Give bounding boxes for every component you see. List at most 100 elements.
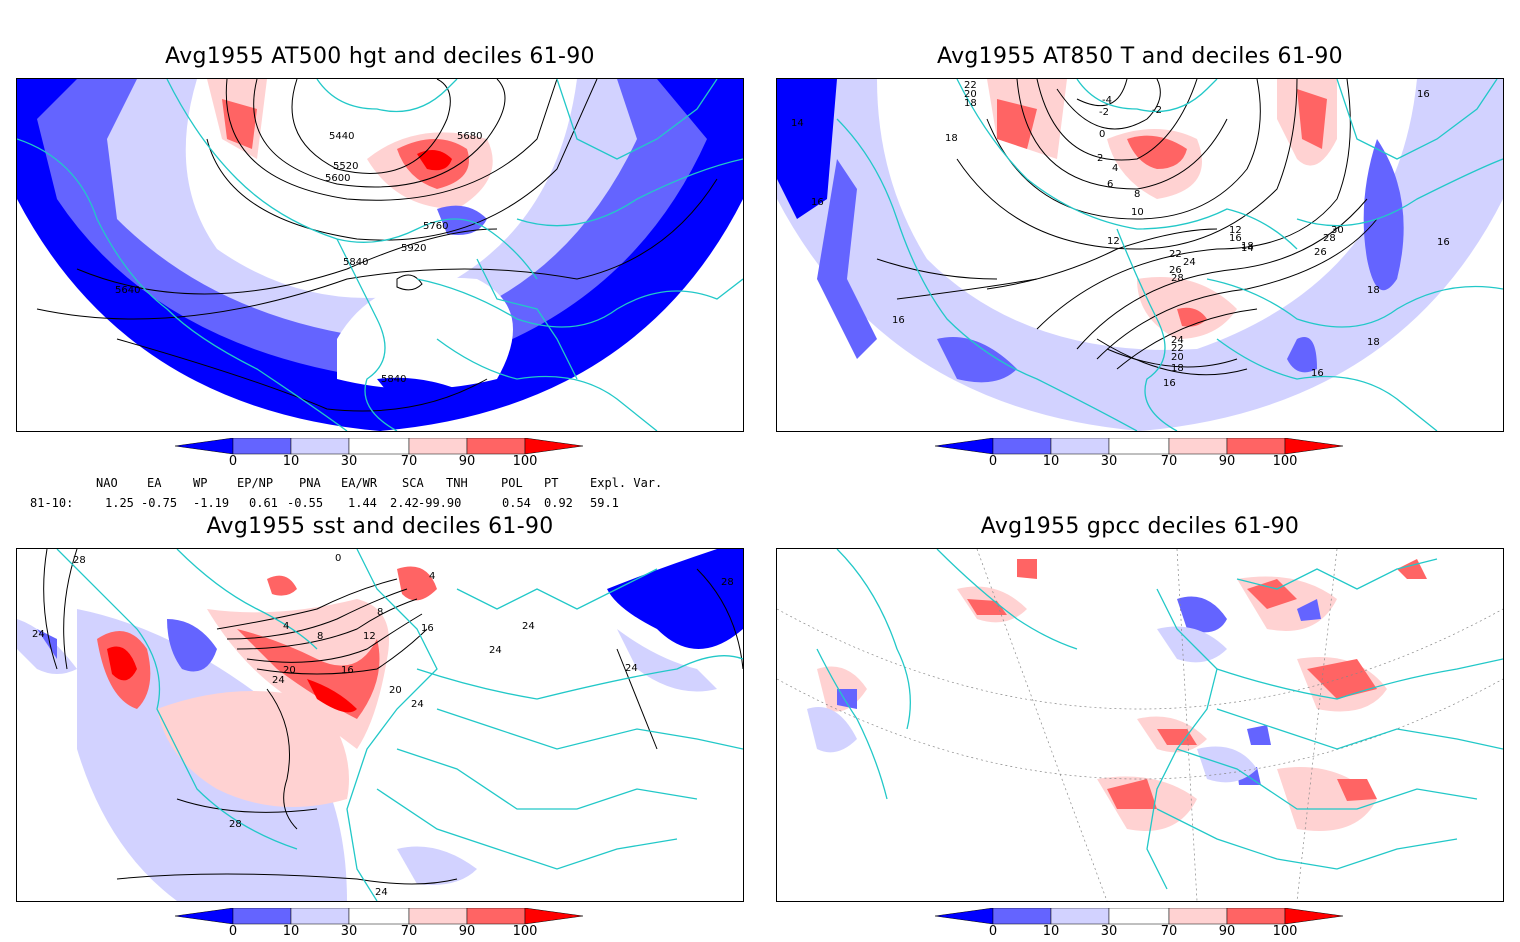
contour-label: 22 <box>964 80 977 91</box>
contour-label: 22 <box>1169 249 1182 260</box>
contour-label: 16 <box>811 197 824 208</box>
colorbar-tick: 10 <box>282 454 300 469</box>
contour-label: 20 <box>283 665 296 676</box>
colorbar-tick: 70 <box>400 924 418 939</box>
contour-label: 12 <box>363 631 376 642</box>
index-header: Expl. Var. <box>590 476 663 490</box>
colorbar-tick: 100 <box>512 924 538 939</box>
colorbar-tick: 30 <box>340 924 358 939</box>
contour-label: 18 <box>945 133 958 144</box>
map-panel-at500[interactable]: 5440 5680 5520 5600 5760 5840 5920 5640 … <box>16 78 744 432</box>
contour-label: 24 <box>32 629 45 640</box>
contour-label: 16 <box>1437 237 1450 248</box>
colorbar-gpcc: 0 10 30 70 90 100 <box>935 908 1355 942</box>
panel-title-sst: Avg1955 sst and deciles 61-90 <box>206 514 554 539</box>
contour-label: 10 <box>1131 207 1144 218</box>
contour-label: 28 <box>1323 233 1336 244</box>
contour-label: 26 <box>1169 265 1182 276</box>
contour-label: 28 <box>721 577 734 588</box>
colorbar-tick: 100 <box>1272 924 1298 939</box>
contour-label: 8 <box>377 607 383 618</box>
index-header: EP/NP <box>237 476 274 490</box>
contour-label: 24 <box>411 699 424 710</box>
contour-label: 24 <box>272 675 285 686</box>
colorbar-tick: 100 <box>512 454 538 469</box>
contour-label: 12 <box>1107 236 1120 247</box>
coastlines <box>17 79 743 431</box>
contour-label: 16 <box>1229 233 1242 244</box>
contour-label: 5640 <box>115 285 140 296</box>
contour-label: 5840 <box>381 374 406 385</box>
colorbar-sst: 0 10 30 70 90 100 <box>175 908 595 942</box>
contour-label: 5440 <box>329 131 354 142</box>
graticule <box>777 549 1503 901</box>
index-value: 59.1 <box>590 496 619 510</box>
colorbar-tick: 0 <box>228 454 238 469</box>
contour-label: 8 <box>317 631 323 642</box>
colorbar-tick: 0 <box>988 454 998 469</box>
contour-label: 16 <box>1163 378 1176 389</box>
colorbar-at850: 0 10 30 70 90 100 <box>935 438 1355 472</box>
panel-title-at850: Avg1955 AT850 T and deciles 61-90 <box>937 44 1343 69</box>
colorbar-tick: 100 <box>1272 454 1298 469</box>
contour-label: 22 <box>1171 343 1184 354</box>
contour-label: 16 <box>1417 89 1430 100</box>
colorbar-swatches <box>935 438 1344 455</box>
contour-label: 5600 <box>325 173 350 184</box>
contour-label: 5680 <box>457 131 482 142</box>
contour-labels: 5440 5680 5520 5600 5760 5840 5920 5640 … <box>115 131 482 385</box>
index-value: -99.90 <box>418 496 462 510</box>
teleconnection-indices: NAO EA WP EP/NP PNA EA/WR SCA TNH POL PT… <box>0 474 760 514</box>
map-panel-sst[interactable]: 28 24 4 8 12 16 20 24 28 24 16 20 24 0 4… <box>16 548 744 902</box>
index-value: 0.61 <box>249 496 278 510</box>
height-contours <box>36 79 718 412</box>
contour-label: 14 <box>1241 243 1254 254</box>
contour-label: 18 <box>1367 285 1380 296</box>
index-value: -0.55 <box>287 496 324 510</box>
contour-label: 0 <box>1099 129 1105 140</box>
contour-label: 0 <box>335 553 341 564</box>
colorbar-tick: 90 <box>458 924 476 939</box>
contour-label: 2 <box>1097 153 1103 164</box>
colorbar-tick: 10 <box>282 924 300 939</box>
contour-label: 4 <box>283 621 289 632</box>
contour-label: -2 <box>1099 107 1109 118</box>
map-panel-at850[interactable]: 22 20 18 -4 -2 0 -2 2 4 6 8 10 12 14 16 … <box>776 78 1504 432</box>
panel-title-gpcc: Avg1955 gpcc deciles 61-90 <box>980 514 1300 539</box>
sst-contours <box>43 549 743 885</box>
temperature-contours <box>876 79 1378 376</box>
contour-label: 28 <box>229 819 242 830</box>
contour-label: 18 <box>1367 337 1380 348</box>
colorbar-tick: 90 <box>458 454 476 469</box>
contour-label: 5520 <box>333 161 358 172</box>
colorbar-tick: 90 <box>1218 454 1236 469</box>
contour-label: 4 <box>429 571 435 582</box>
contour-label: 24 <box>1171 335 1184 346</box>
coastlines <box>56 549 743 901</box>
contour-label: 18 <box>964 98 977 109</box>
contour-label: 26 <box>1314 247 1327 258</box>
map-sst: 28 24 4 8 12 16 20 24 28 24 16 20 24 0 4… <box>17 549 743 901</box>
contour-label: 18 <box>1241 241 1254 252</box>
contour-label: 24 <box>1183 257 1196 268</box>
contour-label: 24 <box>489 645 502 656</box>
index-header: POL <box>501 476 523 490</box>
map-panel-gpcc[interactable] <box>776 548 1504 902</box>
colorbar-tick: 70 <box>400 454 418 469</box>
contour-label: 28 <box>73 555 86 566</box>
map-gpcc <box>777 549 1503 901</box>
contour-label: 5920 <box>401 243 426 254</box>
contour-label: 16 <box>341 665 354 676</box>
contour-label: 20 <box>1171 352 1184 363</box>
colorbar-tick: 30 <box>1100 924 1118 939</box>
map-at850: 22 20 18 -4 -2 0 -2 2 4 6 8 10 12 14 16 … <box>777 79 1503 431</box>
index-header: PNA <box>299 476 321 490</box>
contour-label: 16 <box>892 315 905 326</box>
index-header: EA/WR <box>341 476 378 490</box>
index-value: 2.42 <box>390 496 419 510</box>
contour-label: 20 <box>389 685 402 696</box>
contour-label: 18 <box>1171 363 1184 374</box>
contour-label: 8 <box>1134 189 1140 200</box>
contour-label: 24 <box>625 663 638 674</box>
index-value: -0.75 <box>141 496 178 510</box>
